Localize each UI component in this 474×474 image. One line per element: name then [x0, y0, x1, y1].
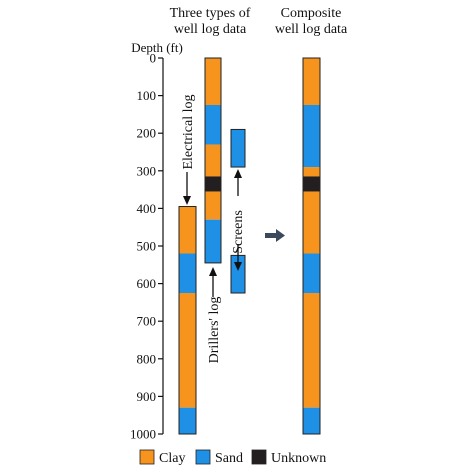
electrical-outline [178, 206, 197, 435]
drillers-log-column [204, 57, 222, 264]
legend: Clay Sand Unknown [139, 449, 326, 466]
electrical-log-column [178, 206, 197, 435]
depth-tick-label: 100 [137, 88, 157, 103]
drillers-outline [204, 57, 222, 264]
legend-label-clay: Clay [159, 451, 185, 466]
composite-segment-sand [303, 407, 320, 434]
depth-axis: 0 100 200 300 400 500 600 700 800 900 1000 [130, 51, 164, 442]
depth-tick-label: 800 [137, 351, 157, 366]
depth-tick-label: 400 [137, 201, 157, 216]
drillers-segment-sand [205, 219, 221, 263]
legend-label-unknown: Unknown [271, 451, 326, 466]
depth-tick-label: 900 [137, 389, 157, 404]
drillers-segment-unknown [205, 176, 221, 192]
screen-outline [230, 128, 246, 168]
drillers-log-label: Drillers' log [207, 297, 222, 364]
heading-three-types-line2: well log data [174, 22, 247, 37]
drillers-log-arrowhead [209, 267, 217, 276]
drillers-segment-clay [205, 191, 221, 220]
depth-tick-label: 200 [137, 126, 157, 141]
drillers-segment-sand [205, 105, 221, 145]
composite-arrow-icon [265, 229, 285, 242]
legend-swatch-sand [195, 449, 211, 465]
screens-arrowhead-up [234, 169, 242, 178]
composite-segment-clay [303, 191, 320, 254]
composite-log-column [302, 57, 321, 435]
depth-tick-label: 700 [137, 314, 157, 329]
screens-segment-sand [231, 255, 245, 293]
drillers-segment-clay [205, 58, 221, 105]
screens-segment-sand [231, 129, 245, 168]
electrical-log-arrowhead [183, 196, 191, 205]
composite-segment-unknown [303, 176, 320, 192]
depth-tick-label: 300 [137, 163, 157, 178]
electrical-segment-clay [179, 206, 196, 254]
composite-segment-clay [303, 293, 320, 408]
legend-swatch-clay [139, 449, 155, 465]
composite-segment-clay [303, 167, 320, 177]
electrical-segment-sand [179, 253, 196, 293]
composite-segment-sand [303, 105, 320, 168]
heading-composite-line1: Composite [281, 6, 342, 21]
composite-outline [302, 57, 321, 435]
screens-label: Screens [231, 210, 246, 254]
heading-three-types-line1: Three types of [170, 6, 251, 21]
drillers-segment-clay [205, 144, 221, 177]
legend-swatch-unknown [251, 449, 267, 465]
depth-axis-title: Depth (ft) [131, 40, 183, 55]
depth-tick-label: 600 [137, 276, 157, 291]
legend-label-sand: Sand [215, 451, 243, 466]
electrical-segment-clay [179, 293, 196, 408]
composite-segment-clay [303, 58, 320, 105]
composite-segment-sand [303, 253, 320, 293]
depth-tick-label: 500 [137, 239, 157, 254]
depth-tick-label: 1000 [130, 427, 156, 442]
electrical-segment-sand [179, 407, 196, 434]
electrical-log-label: Electrical log [181, 94, 196, 169]
screens-arrowhead-down [234, 262, 242, 271]
depth-tick-label: 0 [150, 51, 157, 66]
heading-composite-line2: well log data [275, 22, 348, 37]
